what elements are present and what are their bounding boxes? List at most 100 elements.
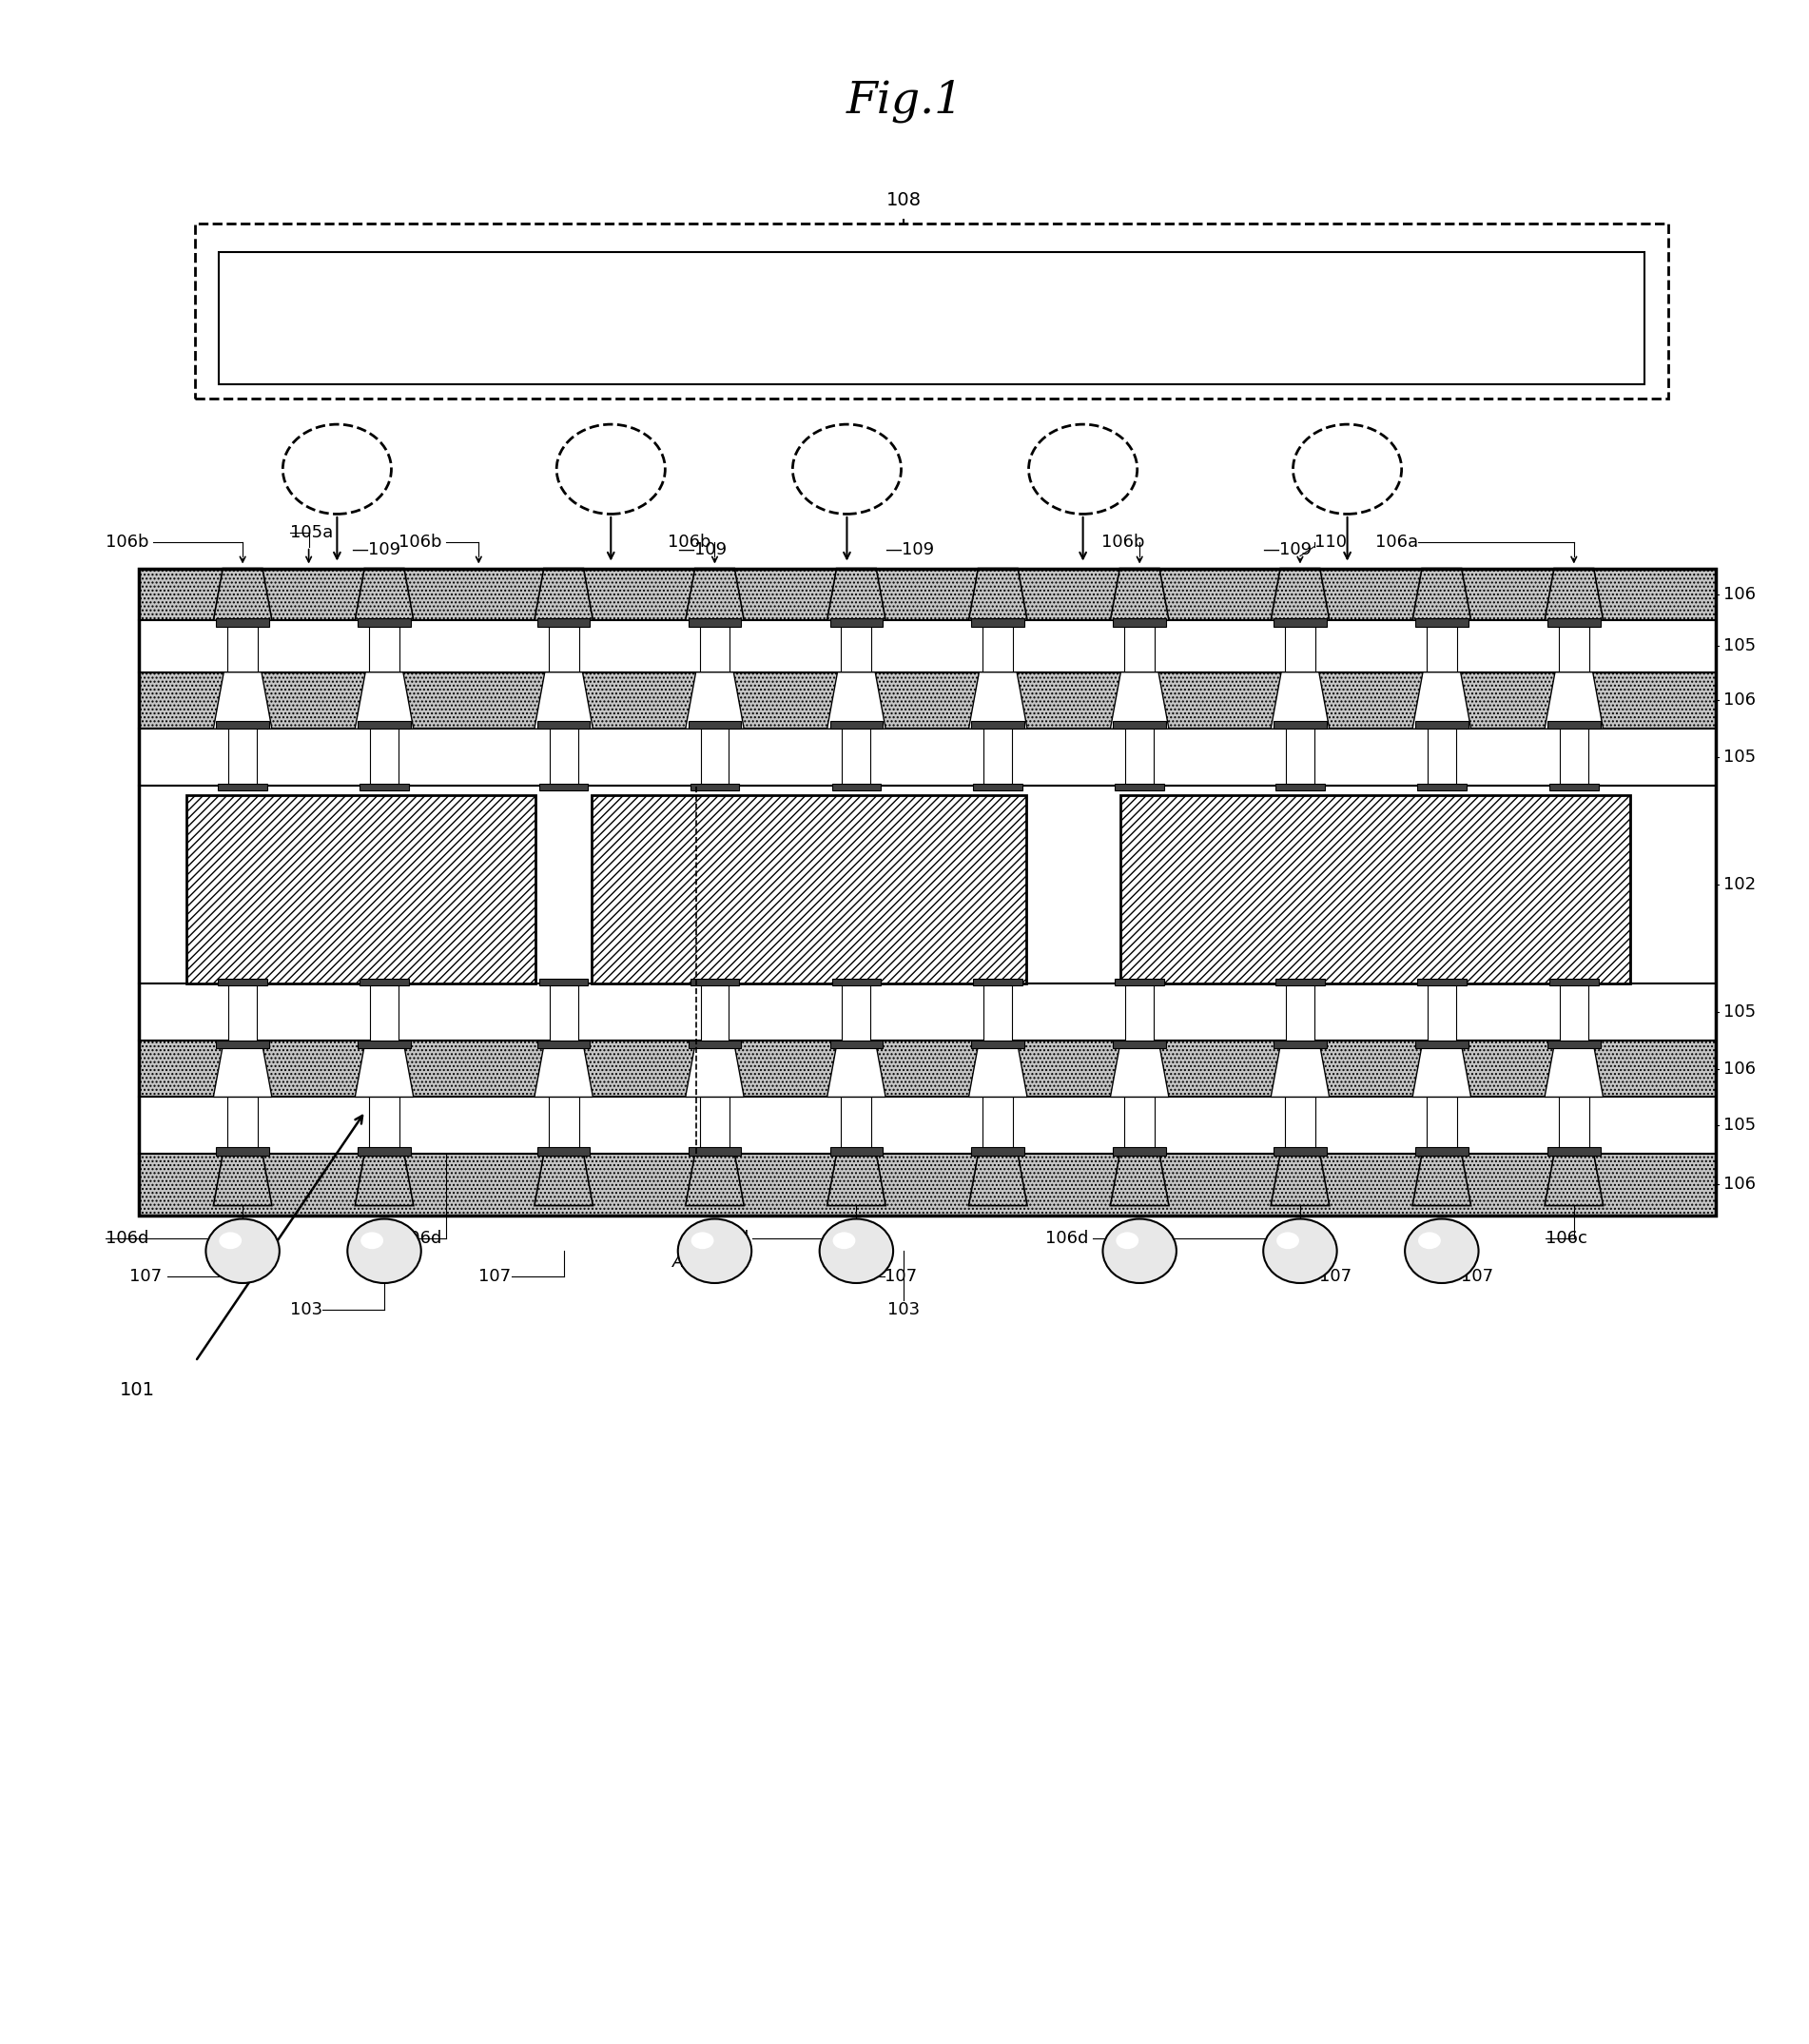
Ellipse shape [1277,1233,1299,1249]
Bar [1113,619,1167,628]
Polygon shape [355,568,414,619]
Bar [548,619,579,672]
Bar [687,722,742,730]
Bar [537,1147,590,1155]
Bar [539,783,588,791]
Bar [1427,619,1456,672]
Bar [228,619,257,672]
Bar [139,672,1715,730]
Bar [700,983,729,1040]
Bar [217,1147,270,1155]
Bar [219,783,268,791]
Bar [195,223,1668,399]
Polygon shape [534,1040,593,1098]
Bar [1547,1040,1601,1049]
Ellipse shape [1116,1233,1138,1249]
Ellipse shape [206,1218,279,1284]
Bar [691,783,740,791]
Polygon shape [968,568,1028,619]
Polygon shape [827,672,886,730]
Bar [139,1040,1715,1098]
Bar [537,619,590,628]
Bar [1547,722,1601,730]
Text: 106: 106 [1724,1175,1755,1194]
Polygon shape [686,672,743,730]
Bar [1415,722,1469,730]
Bar [1113,722,1167,730]
Polygon shape [1111,672,1169,730]
Polygon shape [968,1040,1028,1098]
Ellipse shape [678,1218,751,1284]
Bar [219,979,268,985]
Bar [1286,983,1315,1040]
Bar [830,1040,883,1049]
Polygon shape [355,1153,414,1206]
Bar [1274,722,1326,730]
Text: 110: 110 [1315,533,1346,550]
Bar [228,983,257,1040]
Bar [139,785,1715,983]
Text: 106d: 106d [706,1230,749,1247]
Bar [973,783,1022,791]
Bar [1125,1098,1154,1155]
Bar [830,619,883,628]
Text: 106: 106 [1724,693,1755,709]
Polygon shape [355,672,414,730]
Bar [1549,783,1599,791]
Polygon shape [1413,1040,1471,1098]
Bar [1416,783,1467,791]
Bar [1113,1147,1167,1155]
Bar [1274,619,1326,628]
Text: 106d: 106d [1046,1230,1089,1247]
Bar [984,728,1011,785]
Polygon shape [686,568,743,619]
Polygon shape [355,1040,414,1098]
Ellipse shape [832,1233,856,1249]
Polygon shape [1413,1153,1471,1206]
Polygon shape [1545,672,1603,730]
Bar [186,795,535,983]
Polygon shape [1272,1040,1330,1098]
Bar [550,728,577,785]
Bar [1415,1040,1469,1049]
Bar [360,783,409,791]
Bar [687,1040,742,1049]
Bar [228,728,257,785]
Text: 106b: 106b [105,533,148,550]
Bar [1114,979,1165,985]
Bar [832,783,881,791]
Bar [1427,1098,1456,1155]
Bar [1559,983,1588,1040]
Bar [1125,983,1154,1040]
Text: 106c: 106c [1545,1230,1586,1247]
Bar [841,619,872,672]
Polygon shape [686,1040,743,1098]
Bar [217,619,270,628]
Text: 105: 105 [1724,638,1755,654]
Bar [592,795,1026,983]
Ellipse shape [219,1233,242,1249]
Bar [843,728,870,785]
Bar [217,1040,270,1049]
Bar [139,1098,1715,1153]
Bar [1416,979,1467,985]
Text: 106b: 106b [1102,533,1145,550]
Bar [360,979,409,985]
Bar [700,1098,729,1155]
Bar [550,983,577,1040]
Text: —109: —109 [677,542,727,558]
Bar [971,722,1024,730]
Polygon shape [968,1153,1028,1206]
Polygon shape [1545,1153,1603,1206]
Bar [369,619,400,672]
Bar [700,619,729,672]
Bar [371,728,398,785]
Polygon shape [534,568,593,619]
Bar [830,1147,883,1155]
Bar [139,730,1715,785]
Bar [139,568,1715,1214]
Bar [687,1147,742,1155]
Text: 108: 108 [886,192,921,211]
Polygon shape [1111,568,1169,619]
Bar [1427,728,1456,785]
